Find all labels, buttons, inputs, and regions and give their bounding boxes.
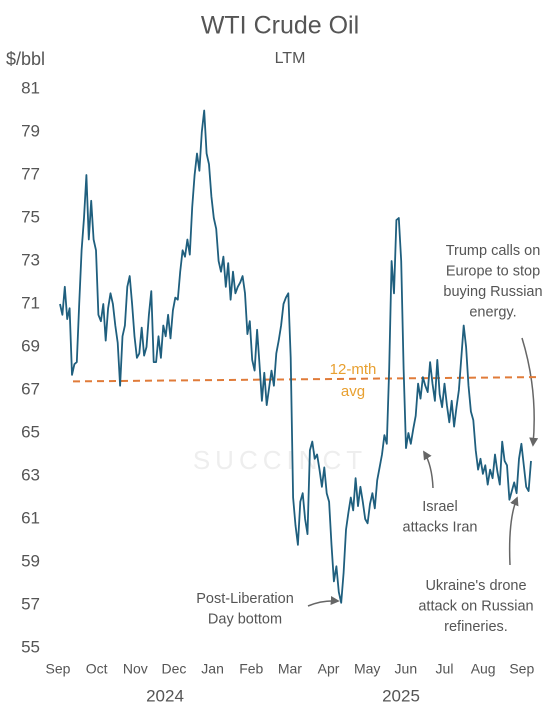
x-tick-label: Apr [318,661,340,677]
year-label: 2024 [146,686,184,705]
chart-title: WTI Crude Oil [201,12,359,40]
annotation: attack on Russian [418,598,533,614]
y-axis-label: $/bbl [6,49,45,69]
y-tick-label: 57 [21,594,40,613]
annotation: Ukraine's drone [425,578,526,594]
annotation: attacks Iran [403,519,478,535]
annotation: Europe to stop [446,263,540,279]
y-tick-label: 61 [21,508,40,527]
year-label: 2025 [382,686,420,705]
y-tick-label: 75 [21,207,40,226]
x-tick-label: Nov [123,661,148,677]
y-tick-label: 71 [21,293,40,312]
average-label: avg [341,383,365,400]
x-tick-label: Mar [278,661,302,677]
y-tick-label: 65 [21,422,40,441]
annotation: Israel [422,499,457,515]
x-tick-label: Feb [239,661,263,677]
average-label: 12-mth [330,361,377,378]
y-tick-label: 67 [21,379,40,398]
annotation: energy. [469,304,516,320]
annotation: Trump calls on [446,243,541,259]
x-tick-label: Sep [46,661,71,677]
x-tick-label: Sep [509,661,534,677]
x-tick-label: Oct [86,661,108,677]
y-tick-label: 69 [21,336,40,355]
x-tick-label: May [354,661,380,677]
x-tick-label: Jul [436,661,454,677]
y-tick-label: 63 [21,465,40,484]
x-tick-label: Jun [395,661,418,677]
annotation: buying Russian [443,284,542,300]
annotation-arrows [307,337,539,607]
y-tick-label: 79 [21,121,40,140]
y-tick-label: 81 [21,78,40,97]
watermark: SUCCINCT [193,445,367,475]
y-tick-label: 55 [21,637,40,656]
y-tick-label: 77 [21,164,40,183]
chart-subtitle: LTM [275,50,306,67]
annotation: Post-Liberation [196,591,294,607]
x-tick-label: Jan [201,661,224,677]
annotation: Day bottom [208,611,282,627]
price-line [59,109,532,604]
y-tick-label: 73 [21,250,40,269]
x-tick-label: Dec [161,661,186,677]
annotation: refineries. [444,619,508,635]
x-tick-label: Aug [471,661,496,677]
y-tick-label: 59 [21,551,40,570]
